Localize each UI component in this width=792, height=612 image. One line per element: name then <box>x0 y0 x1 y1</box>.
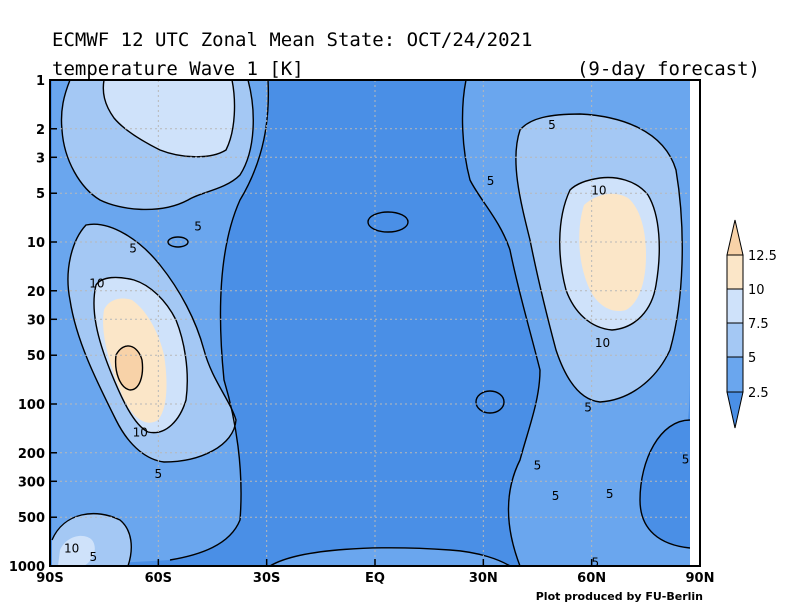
contour-labels: 5 5 10 10 5 10 5 5 5 10 10 5 5 5 5 5 5 <box>64 118 690 569</box>
contour-label: 5 <box>682 452 690 466</box>
y-tick-label: 50 <box>27 349 45 364</box>
contour-label: 5 <box>487 174 495 188</box>
y-tick-label: 1 <box>36 74 45 89</box>
y-tick-label: 30 <box>27 313 45 328</box>
contour-line-sh-middle-core <box>93 276 188 434</box>
contour-line-nh-blob <box>475 390 505 414</box>
y-tick-label: 100 <box>18 398 45 413</box>
y-tick-label: 200 <box>18 447 45 462</box>
y-tick-label: 20 <box>27 285 45 300</box>
contour-line-sh-bottom <box>51 513 132 566</box>
x-tick-label: 30N <box>469 571 498 586</box>
colorbar-segment <box>726 356 744 393</box>
field-region-eq-bottom <box>270 547 510 566</box>
y-tick-label: 5 <box>36 187 45 202</box>
contour-line-nh-outer <box>461 80 541 566</box>
colorbar-label: 10 <box>748 283 765 298</box>
field-region-sh-upper-core <box>103 80 235 157</box>
contour-line-eq-blob <box>367 211 409 233</box>
x-tick-label: EQ <box>365 571 385 586</box>
colorbar: 12.5 10 7.5 5 2.5 <box>726 219 777 429</box>
y-tick-label: 1000 <box>9 560 45 575</box>
right-edge-blank <box>690 80 700 566</box>
chart-title: ECMWF 12 UTC Zonal Mean State: OCT/24/20… <box>52 29 532 51</box>
contour-label: 5 <box>129 242 137 256</box>
y-tick-label: 500 <box>18 511 45 526</box>
gridlines <box>50 80 700 566</box>
contour-line-nh-middle-core <box>559 176 660 331</box>
contour-line-nh-middle <box>515 113 683 403</box>
contour-label: 5 <box>591 555 599 569</box>
plot-area: 5 5 10 10 5 10 5 5 5 10 10 5 5 5 5 5 5 <box>50 80 700 569</box>
contour-label: 5 <box>552 489 560 503</box>
contour-label: 10 <box>591 183 606 197</box>
contour-label: 5 <box>584 400 592 414</box>
contour-label: 10 <box>64 542 79 556</box>
field-region-nh-peak <box>579 193 646 312</box>
contour-line-eq-bottom <box>269 547 511 566</box>
credit-text: Plot produced by FU-Berlin <box>536 590 703 603</box>
contour-line-nh-lower <box>639 419 691 549</box>
colorbar-segment-bottom <box>726 391 744 429</box>
field-region-sh-max <box>115 345 143 390</box>
x-tick-label: 60S <box>145 571 172 586</box>
field-region-sh-surface-peak <box>58 535 95 566</box>
x-tick-label: 60N <box>577 571 606 586</box>
contour-line-sh-upper-core <box>102 80 236 158</box>
colorbar-segment <box>726 322 744 358</box>
colorbar-segment-top <box>726 219 744 256</box>
y-tick-label: 10 <box>27 236 45 251</box>
y-axis: 1 2 3 5 10 20 30 50 100 200 300 500 1000 <box>9 74 57 575</box>
contour-label: 5 <box>548 118 556 132</box>
contour-label: 10 <box>133 426 148 440</box>
forecast-label: (9-day forecast) <box>577 58 760 80</box>
x-axis: 90S 60S 30S EQ 30N 60N 90N <box>36 559 714 586</box>
contour-line-sh-upper <box>60 80 254 211</box>
x-tick-label: 90N <box>686 571 715 586</box>
colorbar-label: 5 <box>748 351 756 366</box>
y-tick-label: 3 <box>36 151 45 166</box>
contour-label: 10 <box>89 276 104 290</box>
y-tick-label: 300 <box>18 475 45 490</box>
contour-label: 5 <box>534 459 542 473</box>
contour-label: 5 <box>606 487 614 501</box>
contour-label: 5 <box>90 550 98 564</box>
contour-label: 10 <box>595 336 610 350</box>
y-tick-label: 2 <box>36 123 45 138</box>
contour-line-sh-peak <box>114 345 144 391</box>
colorbar-label: 2.5 <box>748 386 769 401</box>
colorbar-segment <box>726 288 744 324</box>
x-tick-label: 90S <box>36 571 63 586</box>
colorbar-segment <box>726 254 744 290</box>
chart-subtitle: temperature Wave 1 [K] <box>52 58 304 80</box>
colorbar-label: 12.5 <box>748 249 777 264</box>
contour-label: 5 <box>194 219 202 233</box>
contour-line-sh-middle <box>67 223 237 463</box>
contour-label: 5 <box>155 467 163 481</box>
x-tick-label: 30S <box>253 571 280 586</box>
contour-line-sh-blob <box>167 236 189 248</box>
colorbar-label: 7.5 <box>748 317 769 332</box>
